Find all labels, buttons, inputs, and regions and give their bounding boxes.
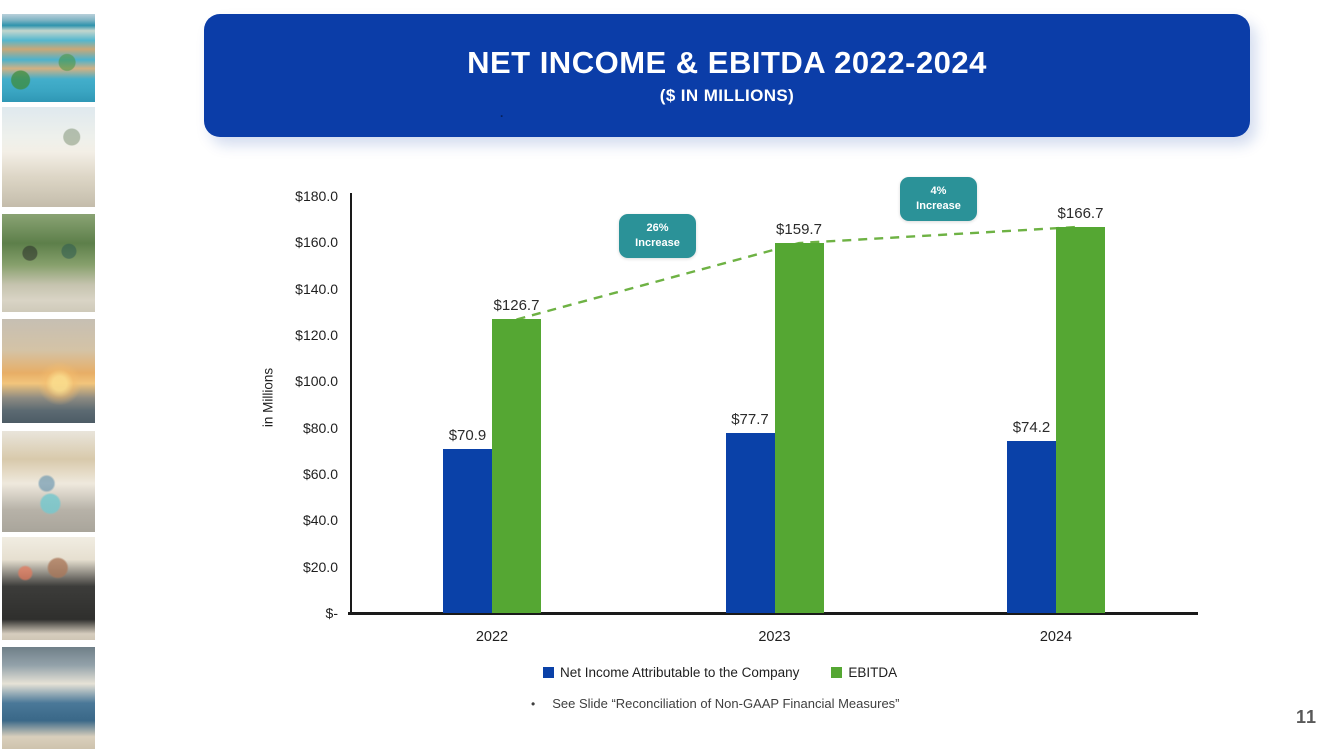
bar-value-label: $74.2 (1012, 419, 1051, 437)
y-axis-line (350, 193, 352, 613)
bar-value-label: $70.9 (448, 426, 487, 444)
footnote: • See Slide “Reconciliation of Non-GAAP … (531, 696, 900, 713)
beach-chairs-photo (2, 647, 95, 749)
x-axis-label: 2022 (475, 629, 509, 645)
y-axis-tick-label: $80.0 (302, 419, 338, 436)
callout-word: Increase (916, 200, 961, 212)
y-axis-tick-label: $- (325, 605, 338, 621)
y-axis-tick-label: $20.0 (302, 558, 338, 575)
legend-swatch-icon (543, 667, 554, 678)
y-axis-tick-label: $140.0 (295, 280, 338, 297)
callout-percent: 4% (930, 185, 947, 198)
callout-word: Increase (635, 237, 680, 249)
y-axis-tick-label: $180.0 (295, 188, 338, 204)
y-axis-tick-label: $60.0 (302, 466, 338, 482)
x-axis-line (348, 612, 1198, 615)
couple-biking-photo (2, 214, 95, 312)
callout-percent: 26% (646, 222, 669, 235)
bar-value-label: $159.7 (776, 221, 822, 239)
slide-title: NET INCOME & EBITDA 2022-2024 (467, 44, 987, 80)
footnote-bullet: • (531, 697, 536, 711)
increase-callout-4%: 4% Increase (900, 177, 977, 221)
bar-net-income-2022 (443, 448, 492, 613)
bar-value-label: $166.7 (1057, 204, 1104, 222)
x-axis-label: 2024 (1039, 629, 1073, 645)
y-axis-tick-label: $160.0 (295, 234, 338, 251)
bar-net-income-2024 (1007, 441, 1056, 613)
legend-label: EBITDA (848, 665, 898, 680)
bar-ebitda-2022 (492, 319, 541, 613)
legend-swatch-icon (831, 667, 843, 678)
server-drinks-photo (2, 537, 95, 640)
legend-item-net-income: Net Income Attributable to the Company (543, 665, 799, 680)
slide-title-banner: NET INCOME & EBITDA 2022-2024 ($ IN MILL… (204, 14, 1250, 137)
bar-value-label: $126.7 (493, 297, 540, 315)
footnote-text: See Slide “Reconciliation of Non-GAAP Fi… (552, 696, 900, 711)
y-axis-tick-label: $100.0 (295, 373, 338, 390)
sunset-coastline-photo (2, 319, 95, 423)
chart-legend: Net Income Attributable to the Company EB… (543, 665, 897, 680)
bar-ebitda-2023 (774, 243, 824, 613)
y-axis-tick-label: $120.0 (295, 327, 338, 343)
stray-period-mark: . (500, 106, 504, 120)
legend-item-ebitda: EBITDA (831, 665, 897, 680)
legend-label: Net Income Attributable to the Company (560, 665, 800, 680)
photo-strip (0, 0, 95, 749)
x-axis-label: 2023 (758, 629, 791, 645)
bar-net-income-2023 (725, 432, 775, 613)
scooter-houses-photo (2, 431, 95, 532)
aerial-waterpark-photo (2, 14, 95, 102)
page-number: 11 (1295, 707, 1317, 727)
bar-value-label: $77.7 (731, 410, 769, 428)
slide-subtitle: ($ IN MILLIONS) (659, 86, 795, 106)
increase-callout-26%: 26% Increase (619, 214, 696, 258)
y-axis-tick-label: $40.0 (302, 512, 338, 529)
living-room-interior-photo (2, 107, 95, 207)
